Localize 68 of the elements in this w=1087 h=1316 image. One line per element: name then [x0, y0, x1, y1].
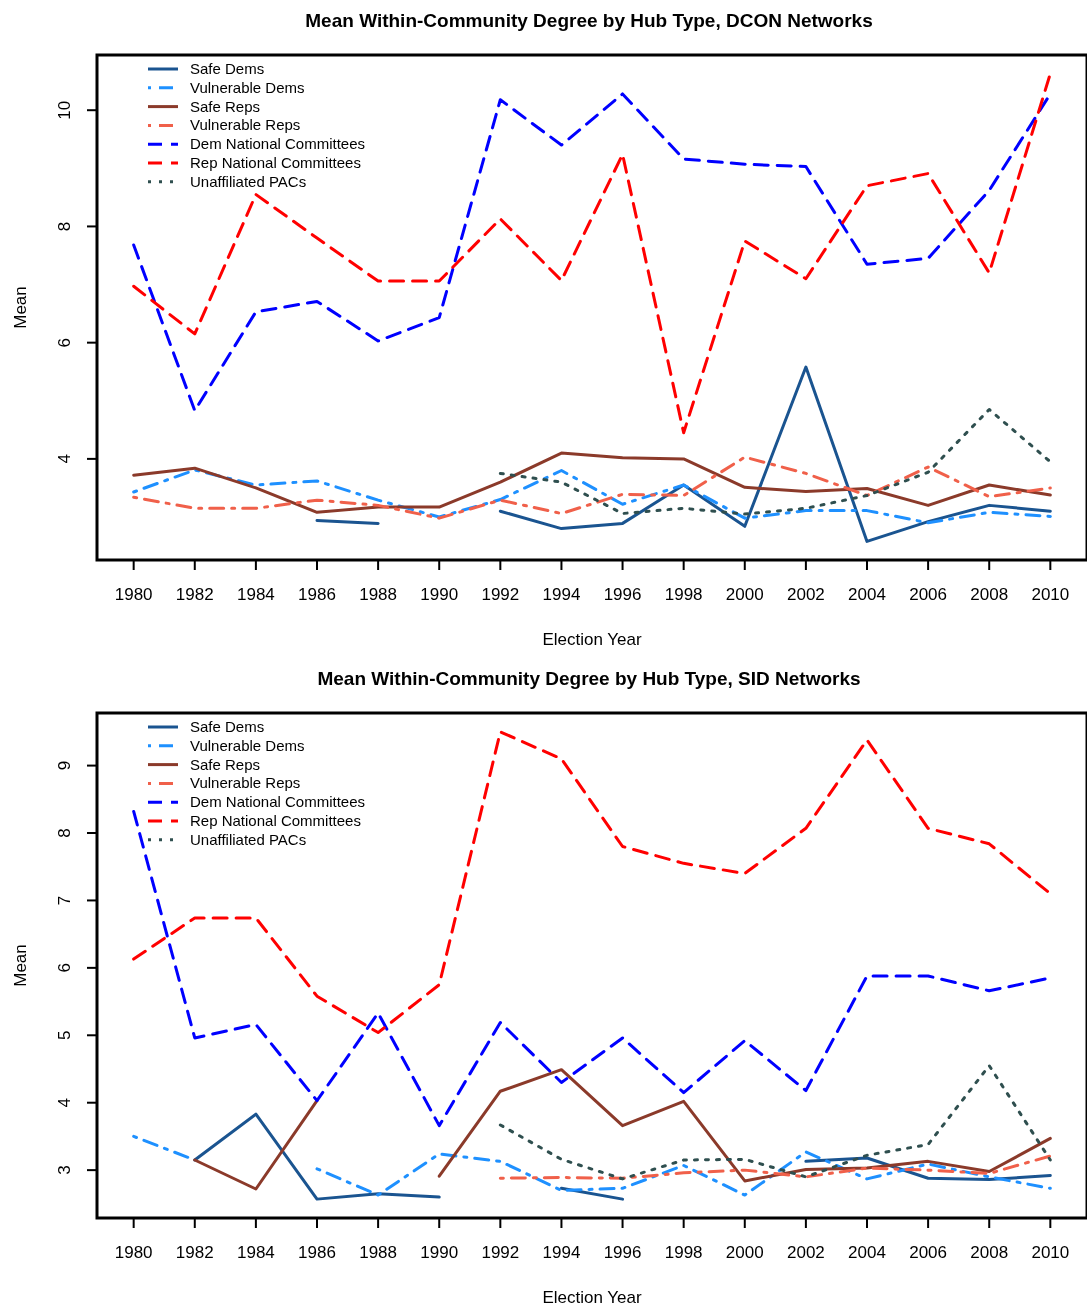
x-axis-title: Election Year: [542, 630, 642, 649]
x-tick-label: 2000: [725, 585, 764, 604]
legend-label: Safe Dems: [190, 718, 265, 735]
x-tick-label: 2000: [725, 1243, 764, 1262]
y-tick-label: 6: [55, 963, 74, 973]
x-tick-label: 1992: [481, 585, 520, 604]
x-tick-label: 1988: [359, 585, 398, 604]
x-tick-label: 2006: [909, 585, 948, 604]
x-tick-label: 2002: [786, 585, 825, 604]
legend-label: Dem National Committees: [190, 793, 366, 811]
x-tick-label: 1984: [236, 585, 275, 604]
x-tick-label: 2010: [1031, 1243, 1070, 1262]
legend-label: Unaffiliated PACs: [190, 830, 307, 848]
legend-label: Vulnerable Reps: [190, 116, 301, 134]
legend-label: Safe Dems: [190, 60, 265, 77]
y-tick-label: 6: [55, 337, 74, 348]
x-tick-label: 1996: [603, 1243, 642, 1262]
x-tick-label: 2008: [970, 585, 1009, 604]
x-tick-label: 1998: [664, 1243, 703, 1262]
line-series: [498, 1154, 1052, 1180]
y-tick-label: 3: [55, 1165, 74, 1175]
legend-label: Rep National Committees: [190, 154, 361, 171]
y-axis-title: Mean: [11, 944, 30, 987]
y-tick-label: 10: [55, 100, 74, 120]
legend-label: Vulnerable Dems: [190, 78, 305, 96]
legend-label: Unaffiliated PACs: [190, 172, 307, 190]
y-tick-label: 9: [55, 760, 74, 771]
x-axis-title: Election Year: [542, 1288, 642, 1307]
y-axis-title: Mean: [11, 286, 30, 329]
line-series: [498, 1064, 1052, 1181]
x-tick-label: 2008: [970, 1243, 1009, 1262]
x-tick-label: 1988: [359, 1243, 398, 1262]
line-series: [132, 468, 1052, 525]
legend-label: Dem National Committees: [190, 135, 366, 153]
legend-label: Vulnerable Reps: [190, 774, 301, 792]
x-tick-label: 1986: [298, 585, 336, 604]
chart-title: Mean Within-Community Degree by Hub Type, DCON Networks: [305, 10, 873, 31]
x-tick-label: 1982: [175, 1243, 214, 1262]
y-tick-label: 4: [55, 454, 74, 464]
y-tick-label: 5: [55, 1030, 74, 1041]
y-tick-label: 8: [55, 221, 74, 232]
x-tick-label: 1998: [664, 585, 703, 604]
x-tick-label: 2004: [848, 1243, 886, 1262]
x-tick-label: 1990: [420, 585, 459, 604]
x-tick-label: 1980: [114, 585, 153, 604]
x-tick-label: 1980: [114, 1243, 153, 1262]
line-series: [498, 407, 1052, 516]
x-tick-label: 1994: [542, 585, 581, 604]
x-tick-label: 2004: [848, 585, 886, 604]
legend-label: Safe Reps: [190, 755, 261, 773]
line-series: [132, 730, 1052, 1035]
legend-label: Rep National Committees: [190, 812, 361, 829]
x-tick-label: 1982: [175, 585, 214, 604]
legend-label: Vulnerable Dems: [190, 736, 305, 754]
y-tick-label: 4: [55, 1097, 74, 1108]
x-tick-label: 1984: [236, 1243, 275, 1262]
x-tick-label: 2010: [1031, 585, 1070, 604]
x-tick-label: 1992: [481, 1243, 520, 1262]
x-tick-label: 1986: [298, 1243, 336, 1262]
legend-label: Safe Reps: [190, 97, 261, 115]
x-tick-label: 2002: [786, 1243, 825, 1262]
x-tick-label: 2006: [909, 1243, 948, 1262]
y-tick-label: 7: [55, 895, 74, 906]
chart-title: Mean Within-Community Degree by Hub Type, SID Networks: [317, 668, 861, 689]
x-tick-label: 1994: [542, 1243, 581, 1262]
x-tick-label: 1996: [603, 585, 642, 604]
x-tick-label: 1990: [420, 1243, 459, 1262]
y-tick-label: 8: [55, 828, 74, 838]
